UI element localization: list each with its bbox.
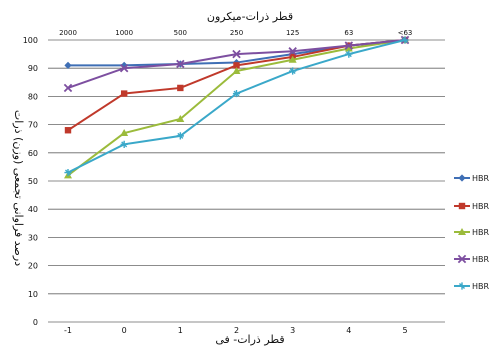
legend-item-hbrc: HBRC: [454, 228, 489, 237]
point-hbrd-0: [63, 83, 73, 93]
legend-swatch-marker: [458, 202, 466, 210]
legend-swatch-marker: [457, 254, 467, 264]
x-tick-label-0: -1: [64, 326, 72, 335]
top-tick-label-2: 500: [174, 29, 187, 37]
x-axis-ticks: -1 0 1 2 3 4 5: [64, 326, 408, 335]
legend-swatch-marker: [458, 282, 466, 290]
y-tick-label-40: 40: [28, 205, 38, 214]
top-axis-title: قطر ذرات-میکرون: [207, 10, 293, 23]
y-tick-label-10: 10: [28, 290, 38, 299]
y-tick-label-30: 30: [28, 233, 38, 242]
x-tick-label-6: 5: [402, 326, 407, 335]
x-tick-label-4: 3: [290, 326, 295, 335]
point-hbrc-3: [232, 67, 241, 75]
legend-item-hbra: HBRA: [454, 174, 489, 183]
y-tick-label-70: 70: [28, 121, 38, 130]
top-tick-label-4: 125: [286, 29, 299, 37]
legend-item-hbre: HBRE: [454, 282, 489, 291]
legend-label: HBRD: [472, 255, 489, 264]
top-tick-label-6: <63: [398, 29, 413, 37]
point-hbrd-3: [232, 49, 241, 59]
point-hbre-4: [289, 67, 297, 75]
series-hbrd: [63, 35, 410, 93]
point-hbrb-3: [233, 62, 240, 69]
point-hbra-0: [64, 61, 72, 69]
y-axis-ticks: 0 10 20 30 40 50 60 70 80 90 100: [23, 36, 38, 327]
point-hbrd-2: [176, 59, 185, 69]
plot-area: [63, 35, 410, 179]
top-tick-label-0: 2000: [59, 29, 77, 37]
legend-label: HBRA: [472, 174, 489, 183]
top-tick-label-3: 250: [230, 29, 243, 37]
point-hbrb-2: [177, 84, 184, 92]
top-axis-ticks: 2000 1000 500 250 125 63 <63: [59, 29, 412, 37]
point-hbrc-4: [288, 55, 297, 63]
y-tick-label-20: 20: [28, 262, 38, 271]
series-hbrc: [64, 36, 409, 179]
legend-swatch-marker: [458, 228, 466, 235]
point-hbrc-2: [176, 114, 185, 122]
y-tick-label-60: 60: [28, 149, 38, 158]
point-hbre-1: [120, 140, 128, 148]
legend-item-hbrb: HBRB: [454, 202, 489, 211]
y-tick-label-50: 50: [28, 177, 38, 186]
x-tick-label-1: 0: [122, 326, 127, 335]
x-tick-label-5: 4: [346, 326, 351, 335]
legend-swatch-marker: [458, 174, 466, 182]
top-tick-label-5: 63: [344, 29, 353, 37]
point-hbrd-5: [344, 41, 354, 50]
legend-item-hbrd: HBRD: [454, 254, 489, 264]
legend-label: HBRB: [472, 202, 489, 211]
point-hbre-2: [176, 132, 184, 140]
series-hbre: [64, 36, 409, 177]
y-tick-label-100: 100: [23, 36, 38, 45]
point-hbre-3: [232, 89, 241, 98]
x-tick-label-2: 1: [178, 326, 183, 335]
legend-label: HBRC: [472, 228, 489, 237]
y-tick-label-90: 90: [28, 64, 38, 73]
point-hbrd-4: [288, 47, 297, 56]
point-hbrb-1: [120, 90, 128, 97]
y-tick-label-0: 0: [33, 318, 38, 327]
point-hbre-0: [64, 168, 72, 177]
point-hbrd-1: [119, 63, 129, 73]
point-hbrb-0: [64, 127, 72, 134]
point-hbrc-1: [120, 129, 129, 137]
point-hbre-5: [345, 50, 353, 58]
legend-label: HBRE: [472, 282, 489, 291]
x-tick-label-3: 2: [234, 326, 239, 335]
x-axis-title: قطر ذرات- فی: [215, 333, 284, 346]
point-hbre-6: [401, 36, 409, 44]
y-axis-title: درصد فراوانی تجمعی (وزن) ذرات: [12, 110, 25, 266]
y-tick-label-80: 80: [28, 92, 38, 101]
top-tick-label-1: 1000: [115, 29, 133, 37]
grid-lines: [48, 39, 445, 323]
point-hbrc-5: [344, 44, 353, 52]
legend: HBRA HBRB HBRC HBRD HBRE: [454, 174, 489, 291]
